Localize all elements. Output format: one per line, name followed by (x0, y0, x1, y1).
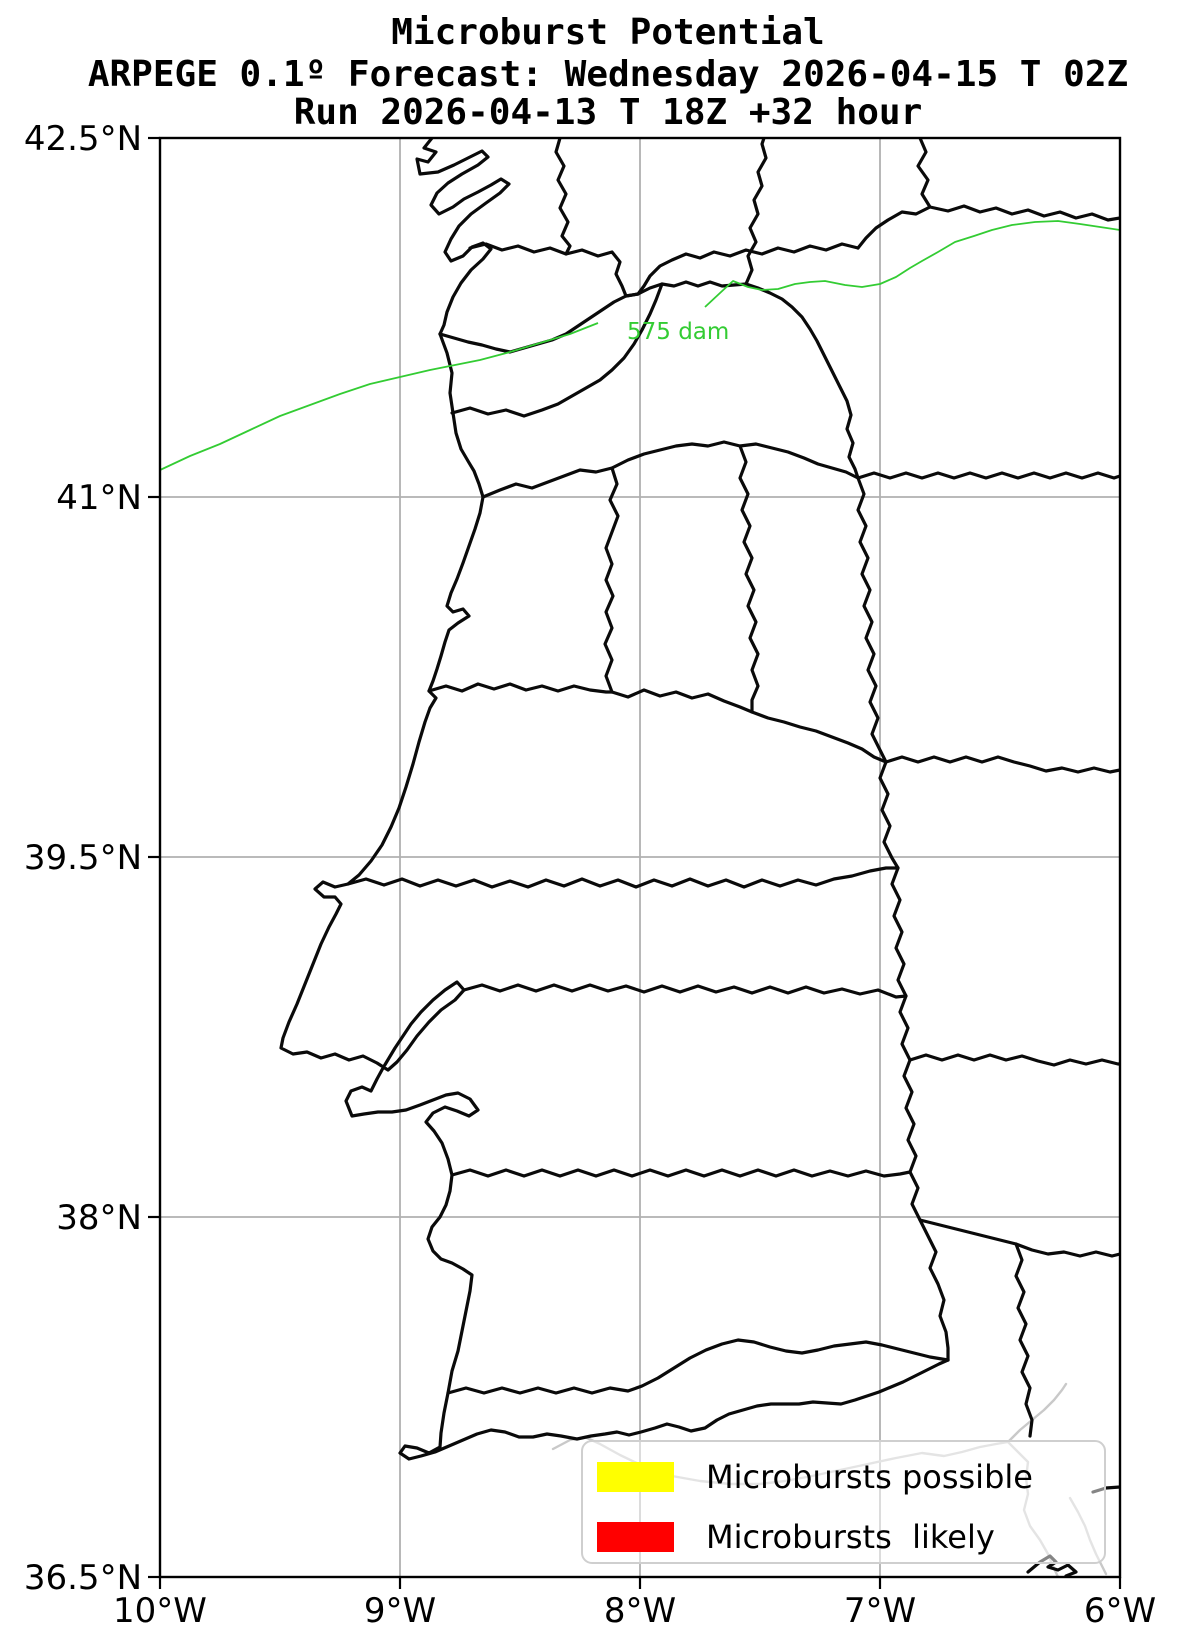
lon-label-8w: 8°W (604, 1591, 676, 1631)
lat-label-42-5n: 42.5°N (24, 119, 142, 159)
district-boundary-viseu-guarda (603, 466, 620, 694)
district-boundary-minho-porto (450, 282, 664, 418)
galicia-coastline (415, 138, 511, 336)
latitude-axis-labels: 42.5°N 41°N 39.5°N 38°N 36.5°N (24, 119, 142, 1598)
portugal-coastline (279, 332, 950, 1461)
province-boundary-badajoz-huelva (918, 1218, 1120, 1258)
province-boundary-galicia-castilla (636, 242, 860, 296)
contour-value-label: 575 dam (627, 319, 729, 345)
legend: Microbursts possible Microbursts likely (581, 1440, 1106, 1564)
legend-box (581, 1440, 1106, 1564)
district-boundary-beja-north (450, 1168, 912, 1178)
lat-label-39-5n: 39.5°N (24, 838, 142, 878)
province-boundary-leon-sw (856, 205, 932, 250)
district-boundary-evora-north (462, 983, 908, 999)
map-layers: 575 dam (160, 138, 1120, 1577)
graticule-gridlines (160, 138, 1120, 1577)
contour-575dam-east (704, 220, 1120, 308)
lon-label-6w: 6°W (1084, 1591, 1156, 1631)
lat-label-38n: 38°N (56, 1198, 142, 1238)
province-boundary-leon-north (916, 138, 1120, 222)
province-boundary-ourense-zamora (744, 138, 768, 286)
province-boundary-huelva-sevilla (1014, 1242, 1034, 1438)
legend-swatch-likely (597, 1522, 674, 1552)
lon-label-10w: 10°W (113, 1591, 207, 1631)
province-boundary-caceres-badajoz (908, 1053, 1120, 1067)
gray-coastline-branch (1006, 1382, 1068, 1444)
district-boundary-guarda-east (738, 444, 760, 714)
lat-label-41n: 41°N (56, 478, 142, 518)
province-boundary-zamora-salamanca (856, 471, 1120, 480)
lon-label-9w: 9°W (364, 1591, 436, 1631)
province-boundary-pontevedra-ourense (468, 242, 640, 298)
district-boundary-algarve-north (446, 1338, 950, 1395)
portugal-spain-border (438, 280, 950, 1362)
lon-label-7w: 7°W (844, 1591, 916, 1631)
district-boundary-coimbra-castelo-branco (427, 682, 888, 764)
legend-label-likely: Microbursts likely (706, 1518, 995, 1556)
figure-subtitle-run: Run 2026-04-13 T 18Z +32 hour (294, 92, 923, 133)
figure-title: Microburst Potential (391, 12, 824, 53)
province-boundary-pontevedra-north (554, 138, 572, 256)
province-boundary-salamanca-caceres (884, 755, 1120, 774)
legend-label-possible: Microbursts possible (706, 1458, 1033, 1496)
district-boundary-douro (481, 440, 860, 499)
contour-575dam-west (160, 322, 599, 471)
district-boundary-tejo (346, 866, 900, 889)
figure-subtitle-forecast: ARPEGE 0.1º Forecast: Wednesday 2026-04-… (88, 54, 1128, 95)
legend-swatch-possible (597, 1462, 674, 1492)
longitude-axis-labels: 10°W 9°W 8°W 7°W 6°W (113, 1591, 1156, 1631)
axis-ticks (148, 136, 1122, 1589)
lat-label-36-5n: 36.5°N (24, 1558, 142, 1598)
